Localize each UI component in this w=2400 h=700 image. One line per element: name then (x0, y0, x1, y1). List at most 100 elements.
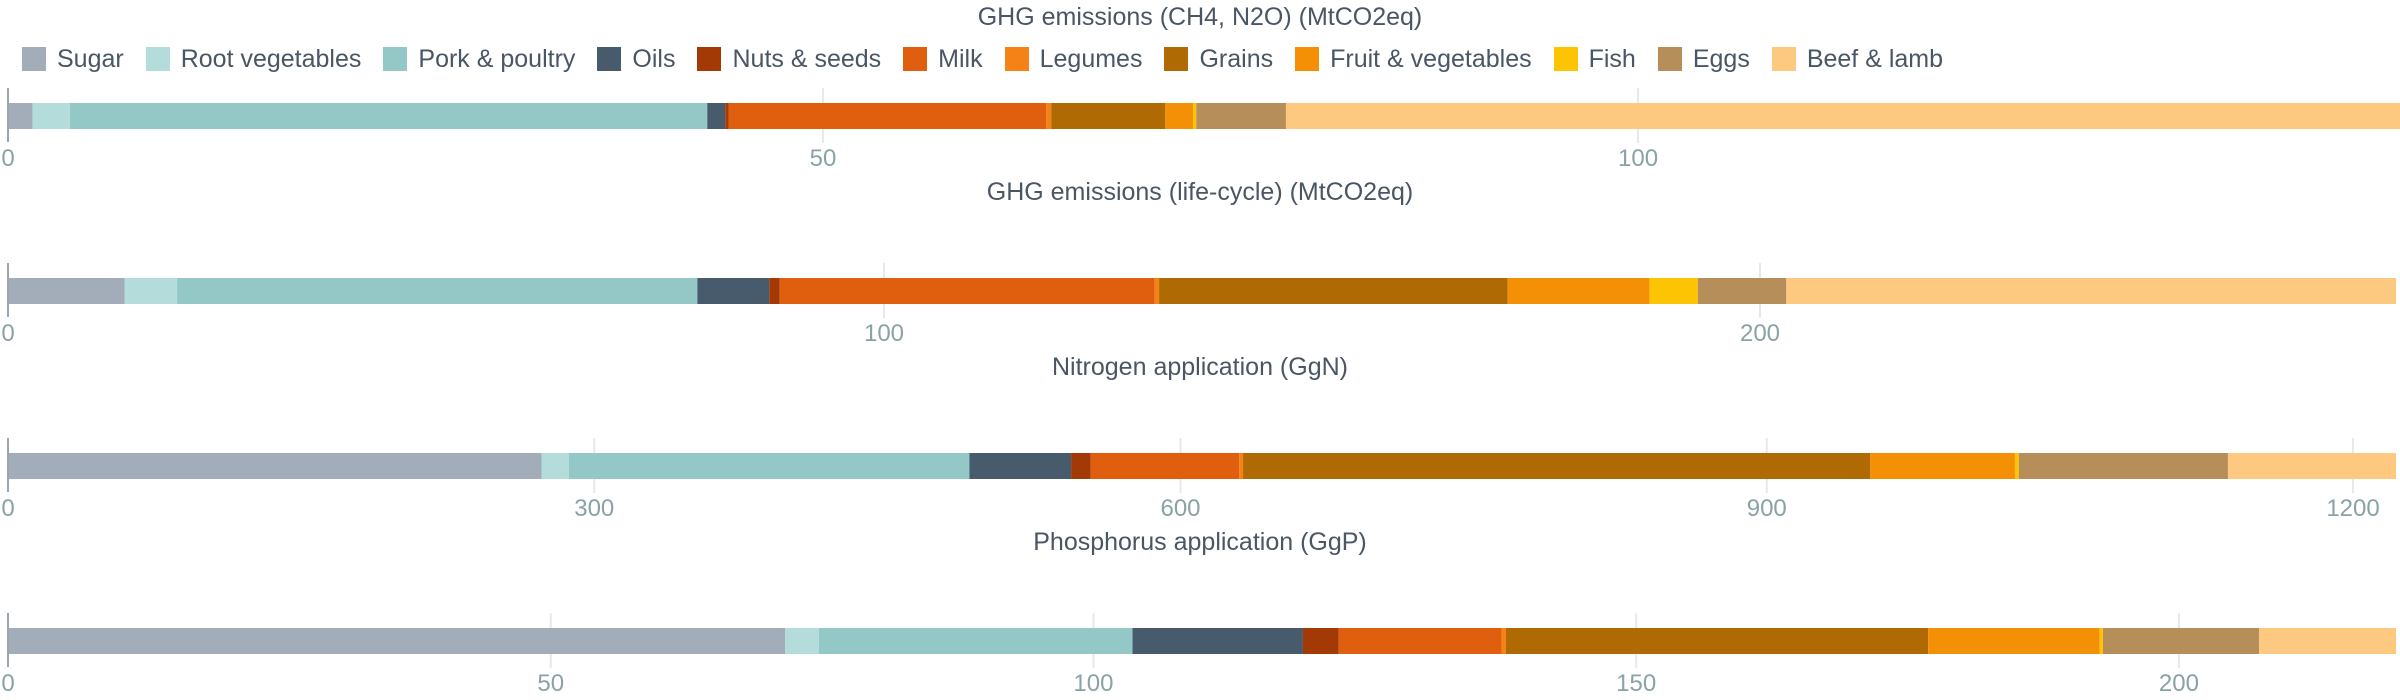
bar-segment-milk (1090, 453, 1240, 479)
bar-segment-fish (1193, 103, 1197, 129)
tick-label: 0 (1, 320, 14, 347)
bar-segment-grains (1505, 628, 1929, 654)
legend-swatch (1657, 47, 1682, 71)
bar-segment-milk (1338, 628, 1502, 654)
tick-label: 50 (537, 670, 564, 697)
bar-segment-beef-lamb (1786, 278, 2396, 304)
bar-segment-grains (1159, 278, 1508, 304)
legend-label: Pork & poultry (418, 44, 576, 73)
bar-segment-nuts-seeds (1302, 628, 1339, 654)
bar-segment-legumes (1239, 453, 1244, 479)
bar-segment-fruit-vegetables (1870, 453, 2015, 479)
bar-segment-oils (969, 453, 1072, 479)
legend-swatch (145, 47, 170, 71)
chart-title: GHG emissions (life-cycle) (MtCO2eq) (987, 178, 1413, 206)
bar-segment-legumes (1501, 628, 1506, 654)
bar-segment-legumes (1046, 103, 1052, 129)
tick-label: 1200 (2326, 495, 2379, 522)
tick-label: 0 (1, 495, 14, 522)
chart-panel-1: GHG emissions (CH4, N2O) (MtCO2eq) 0 50 100 (1, 3, 2400, 172)
tick-label: 200 (2159, 670, 2199, 697)
legend-swatch (1164, 47, 1189, 71)
bar-segment-pork-poultry (568, 453, 970, 479)
bar-segment-eggs (2102, 628, 2260, 654)
tick-label: 150 (1616, 670, 1656, 697)
bar-segment-oils (707, 103, 726, 129)
tick-label: 100 (1073, 670, 1113, 697)
legend-swatch (1004, 47, 1029, 71)
bar-segment-sugar (8, 628, 786, 654)
legend-swatch (1295, 47, 1320, 71)
legend-item: Fish (1553, 44, 1636, 74)
bar-segment-legumes (1154, 278, 1160, 304)
bar-segment-eggs (2018, 453, 2228, 479)
bar-segment-fruit-vegetables (1165, 103, 1194, 129)
bar-segment-fish (2099, 628, 2103, 654)
chart-title: Phosphorus application (GgP) (1033, 528, 1367, 556)
bar-segment-milk (779, 278, 1155, 304)
bar-segment-beef-lamb (1285, 103, 2400, 129)
tick-label: 300 (574, 495, 614, 522)
bar-segment-root-vegetables (541, 453, 569, 479)
legend-swatch (22, 47, 46, 71)
bar-segment-nuts-seeds (1071, 453, 1091, 479)
legend-swatch (1771, 47, 1796, 71)
bar-segment-beef-lamb (2259, 628, 2396, 654)
legend-swatch (597, 47, 622, 71)
bar-segment-root-vegetables (124, 278, 178, 304)
bar-segment-sugar (8, 103, 33, 129)
legend-swatch (903, 47, 928, 71)
bar-segment-pork-poultry (818, 628, 1133, 654)
legend-label: Nuts & seeds (732, 44, 882, 73)
bar-segment-nuts-seeds (769, 278, 780, 304)
bar-segment-grains (1051, 103, 1166, 129)
legend-label: Fish (1588, 44, 1636, 73)
legend-item: Grains (1164, 45, 1273, 74)
tick-label: 0 (1, 670, 14, 697)
legend-label: Eggs (1692, 44, 1750, 73)
bar-segment-eggs (1196, 103, 1286, 129)
legend-item: Nuts & seeds (697, 45, 881, 74)
tick-label: 600 (1160, 495, 1200, 522)
legend-label: Root vegetables (180, 44, 362, 73)
tick-label: 100 (1618, 145, 1658, 172)
legend-label: Oils (632, 44, 676, 73)
legend-label: Legumes (1039, 44, 1143, 73)
bar-segment-sugar (8, 453, 542, 479)
legend-swatch (383, 47, 408, 71)
tick-label: 50 (810, 145, 837, 172)
chart-panel-3: Nitrogen application (GgN) 0 300 600 900 1200 (1, 353, 2396, 522)
legend-item: Sugar (22, 45, 124, 74)
legend-swatch (1553, 47, 1578, 71)
chart-title: Nitrogen application (GgN) (1052, 353, 1348, 381)
legend-swatch (697, 47, 722, 71)
bar-segment-milk (728, 103, 1047, 129)
legend-item: Fruit & vegetables (1295, 45, 1532, 74)
bar-segment-fish (1649, 278, 1698, 304)
legend-label: Fruit & vegetables (1330, 44, 1532, 73)
bar-segment-oils (1132, 628, 1303, 654)
legend-item: Oils (597, 45, 675, 74)
bar-segment-sugar (8, 278, 125, 304)
legend-item: Pork & poultry (383, 45, 575, 74)
legend-label: Grains (1199, 44, 1274, 73)
bar-segment-oils (697, 278, 770, 304)
tick-label: 100 (864, 320, 904, 347)
legend-item: Legumes (1004, 44, 1143, 74)
tick-label: 200 (1740, 320, 1780, 347)
legend-item: Milk (903, 44, 983, 74)
chart-panel-4: Phosphorus application (GgP) 0 50 100 150 200 (1, 528, 2396, 697)
chart-panel-2: GHG emissions (life-cycle) (MtCO2eq) 0 100… (1, 178, 2396, 347)
bar-segment-fruit-vegetables (1928, 628, 2100, 654)
legend-label: Milk (938, 44, 983, 73)
bar-segment-fruit-vegetables (1507, 278, 1650, 304)
bar-segment-nuts-seeds (725, 103, 729, 129)
legend-item: Beef & lamb (1771, 45, 1943, 74)
chart-title: GHG emissions (CH4, N2O) (MtCO2eq) (978, 3, 1423, 31)
bar-segment-grains (1243, 453, 1871, 479)
bar-segment-pork-poultry (69, 103, 708, 129)
tick-label: 0 (1, 145, 14, 172)
bar-segment-root-vegetables (32, 103, 70, 129)
